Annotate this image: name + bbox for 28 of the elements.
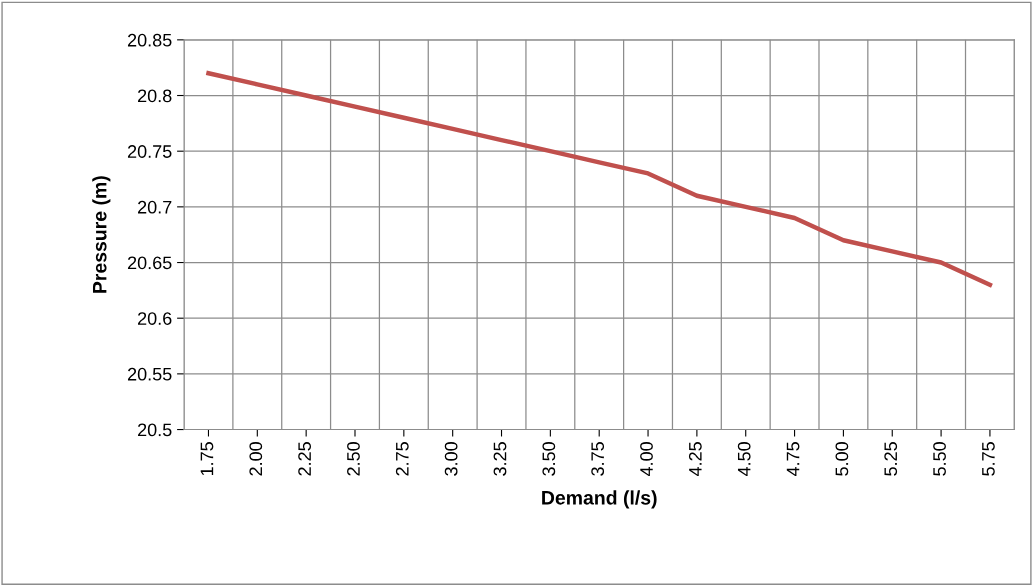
line-series bbox=[206, 71, 993, 288]
y-tick-label: 20.6 bbox=[138, 312, 172, 325]
y-tick-label: 20.75 bbox=[127, 145, 172, 158]
x-tick-label: 1.75 bbox=[200, 442, 214, 476]
x-tick-label: 5.25 bbox=[884, 442, 898, 476]
x-tick-label: 4.25 bbox=[688, 442, 702, 477]
y-tick-label: 20.7 bbox=[138, 200, 172, 214]
y-tick-label: 20.65 bbox=[127, 256, 172, 270]
x-tick-label: 3.50 bbox=[542, 442, 556, 476]
x-tick-label: 3.00 bbox=[444, 442, 458, 476]
x-tick-label: 2.25 bbox=[298, 442, 311, 476]
x-tick-label: 3.25 bbox=[493, 442, 507, 476]
y-tick-label: 20.8 bbox=[138, 89, 172, 103]
x-tick-label: 4.50 bbox=[737, 442, 751, 477]
x-axis-title: Demand (l/s) bbox=[542, 490, 657, 509]
y-tick-label: 20.85 bbox=[127, 33, 172, 47]
x-tick-label: 4.00 bbox=[640, 442, 653, 477]
x-tick-label: 2.00 bbox=[249, 442, 263, 476]
y-axis-title: Pressure (m) bbox=[92, 176, 111, 293]
x-tick-label: 3.75 bbox=[591, 442, 605, 476]
x-tick-label: 2.50 bbox=[347, 442, 360, 476]
x-tick-label: 4.75 bbox=[786, 442, 800, 477]
x-tick-label: 2.75 bbox=[395, 442, 409, 476]
x-tick-label: 5.00 bbox=[835, 442, 849, 476]
y-tick-label: 20.55 bbox=[127, 367, 172, 381]
x-tick-label: 5.75 bbox=[982, 442, 995, 476]
x-tick-label: 5.50 bbox=[933, 442, 946, 476]
y-tick-label: 20.5 bbox=[138, 423, 172, 437]
